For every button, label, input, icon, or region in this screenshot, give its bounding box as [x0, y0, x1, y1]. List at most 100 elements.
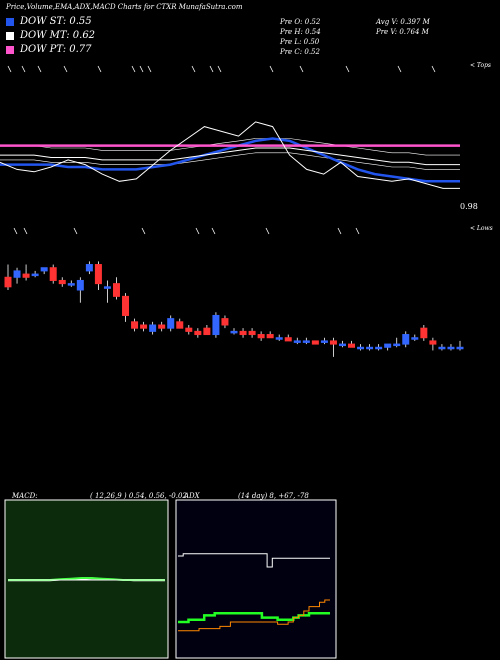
avg-volume: Avg V: 0.397 M — [376, 18, 430, 26]
top-tick — [431, 65, 436, 73]
candle-body — [393, 343, 401, 347]
candle-body — [429, 340, 437, 345]
candle-body — [103, 286, 111, 289]
legend-dow-pt: DOW PT: 0.77 — [6, 44, 92, 55]
top-tick — [397, 65, 402, 73]
legend-dow-mt: DOW MT: 0.62 — [6, 30, 95, 41]
ema-upper-envelope — [0, 138, 460, 156]
candle-body — [167, 318, 175, 329]
top-tick — [139, 65, 144, 73]
candle-body — [194, 330, 202, 336]
candle-body — [122, 295, 130, 316]
candle-body — [230, 330, 238, 334]
prev-close: Pre C: 0.52 — [280, 48, 320, 56]
top-tick — [97, 65, 102, 73]
adx-params: (14 day) 8, +67, -78 — [238, 492, 309, 500]
candle-body — [384, 343, 392, 348]
candle-body — [140, 324, 148, 329]
candle-body — [13, 270, 21, 278]
candle-body — [320, 340, 328, 343]
ema-mid-line — [0, 147, 460, 166]
top-tick — [7, 65, 12, 73]
candle-body — [357, 346, 365, 350]
candle-body — [158, 324, 166, 329]
macd-params: ( 12,26,9 ) 0.54, 0.56, -0.02 — [90, 492, 187, 500]
macd-lines — [8, 577, 165, 582]
top-tick — [131, 65, 136, 73]
low-tick — [211, 227, 216, 235]
legend-swatch-st — [6, 17, 14, 26]
low-tick-marks — [13, 227, 360, 235]
candle-body — [112, 283, 120, 297]
candle-body — [40, 267, 48, 272]
candle-body — [456, 346, 464, 350]
legend-swatch-mt — [6, 31, 14, 40]
prev-high: Pre H: 0.54 — [280, 28, 321, 36]
price-line — [0, 121, 460, 189]
legend-label-pt: DOW PT: 0.77 — [20, 44, 92, 55]
candle-body — [284, 337, 292, 342]
ema-short-line — [0, 137, 460, 183]
top-tick — [299, 65, 304, 73]
adx-minusdi-line — [178, 599, 330, 632]
top-tick — [345, 65, 350, 73]
candle-body — [447, 346, 455, 350]
candle-body — [67, 283, 75, 286]
tops-label: < Tops — [470, 62, 492, 69]
candle-body — [94, 264, 102, 285]
candle-body — [420, 327, 428, 339]
candle-body — [275, 337, 283, 340]
low-tick — [195, 227, 200, 235]
adx-panel-background — [175, 499, 337, 659]
legend-swatch-pt — [6, 45, 14, 54]
adx-adx-line — [178, 553, 330, 568]
candle-body — [4, 276, 12, 288]
low-tick — [355, 227, 360, 235]
last-price-label: 0.98 — [460, 202, 478, 211]
top-tick — [217, 65, 222, 73]
candle-body — [76, 279, 84, 291]
prev-volume: Pre V: 0.764 M — [376, 28, 429, 36]
top-tick — [147, 65, 152, 73]
adx-lines — [178, 553, 330, 632]
candlestick-panel — [4, 261, 464, 357]
top-tick — [269, 65, 274, 73]
legend-label-mt: DOW MT: 0.62 — [20, 30, 96, 41]
macd-title: MACD: — [12, 492, 38, 500]
legend-label-st: DOW ST: 0.55 — [20, 16, 92, 27]
candle-body — [257, 334, 265, 339]
low-tick — [141, 227, 146, 235]
candle-body — [348, 343, 356, 348]
top-tick — [191, 65, 196, 73]
candle-body — [293, 340, 301, 343]
candle-body — [176, 321, 184, 329]
adx-title: ADX — [184, 492, 200, 500]
candle-body — [203, 327, 211, 336]
candle-body — [438, 346, 446, 350]
candle-body — [402, 334, 410, 345]
candle-body — [338, 343, 346, 347]
candle-body — [149, 324, 157, 332]
low-tick — [337, 227, 342, 235]
legend-dow-st: DOW ST: 0.55 — [6, 16, 92, 27]
low-tick — [23, 227, 28, 235]
low-tick — [73, 227, 78, 235]
top-tick — [37, 65, 42, 73]
candle-body — [311, 340, 319, 345]
candle-body — [239, 330, 247, 336]
top-tick — [63, 65, 68, 73]
candle-body — [212, 314, 220, 336]
candle-body — [22, 273, 30, 278]
candle-body — [31, 273, 39, 277]
candle-body — [329, 340, 337, 345]
candle-body — [85, 264, 93, 272]
candle-body — [375, 346, 383, 350]
prev-open: Pre O: 0.52 — [280, 18, 321, 26]
prev-low: Pre L: 0.50 — [280, 38, 320, 46]
candle-body — [411, 337, 419, 340]
ema-panel — [0, 121, 460, 189]
candle-body — [248, 330, 256, 336]
candle-body — [366, 346, 374, 350]
candle-body — [185, 327, 193, 332]
